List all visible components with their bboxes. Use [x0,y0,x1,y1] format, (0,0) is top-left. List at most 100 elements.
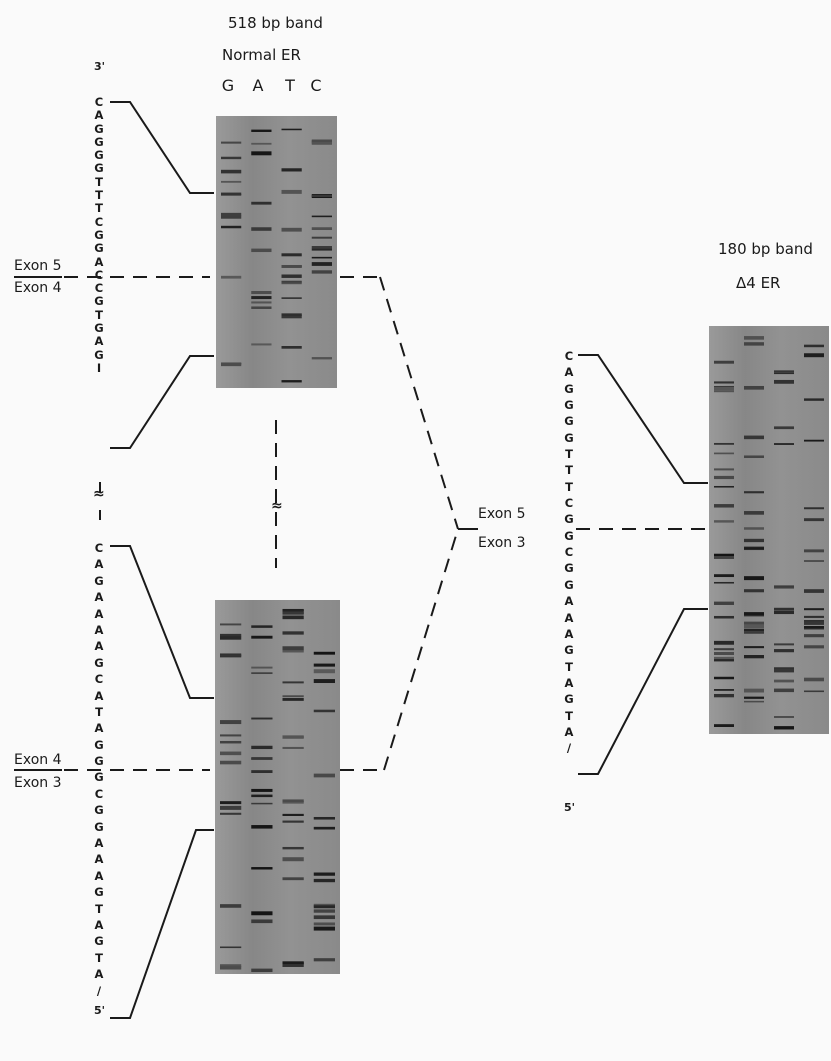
gel-band [220,734,242,737]
gel-band [221,192,242,196]
gel-band [311,139,332,142]
gel-band [804,589,824,593]
gel-band [220,801,242,805]
gel-band [282,611,304,615]
gel-band [313,905,335,909]
gel-band [313,826,335,830]
gel-band [282,820,304,823]
gel-band [282,799,304,803]
left-lower-base: A [94,688,104,703]
left-break-symbol: ≈ [93,486,105,502]
left-upper-base: A [94,108,104,123]
right-base: G [564,692,574,707]
gel-band [714,615,734,619]
gel-band [311,246,332,249]
left-upper-base: T [95,307,103,322]
upper-top-bracket [110,101,214,194]
gel-band [220,720,242,725]
gel-band [221,180,242,183]
gel-band [714,574,734,578]
upper-bottom-bracket [110,355,214,449]
right-base: C [564,545,574,560]
gel-band [744,491,764,494]
gel-band [282,963,304,967]
gel-band [251,201,272,205]
left-upper-base: T [95,174,103,189]
gel-band [804,344,824,348]
gel-band [313,709,335,713]
gel-band [744,628,764,632]
left-lower-base: G [94,819,104,834]
gel-band [714,390,734,393]
gel-band [282,698,304,701]
gel-band [282,857,304,862]
left-lower-base: A [94,967,104,982]
left-lower-base: G [94,803,104,818]
gel-band [281,264,302,268]
gel-band [282,961,304,965]
gel-bands-delta4 [714,336,824,730]
right-base: G [564,414,574,429]
left-lower-base: A [94,606,104,621]
gel-band [221,141,242,144]
gel-band [804,677,824,682]
left-subtitle: Normal ER [222,46,301,64]
gel-band [744,511,764,515]
gel-band [804,439,824,442]
gel-band [251,625,273,628]
gel-band [251,306,272,309]
junction-exon5-label: Exon 5 [14,258,62,274]
gel-band [221,156,242,160]
gel-band [251,867,273,870]
gel-band [804,549,824,553]
right-bottom-bracket [578,608,708,775]
left-upper-base: C [94,267,104,282]
gel-normal-upper [216,116,337,388]
gel-band [282,813,304,816]
left-lower-base: A [94,852,104,867]
gel-band [220,633,242,637]
gel-band [714,553,734,557]
gel-band [804,518,824,522]
gel-band [311,357,332,360]
left-upper-base: C [94,281,104,296]
gel-band [251,758,273,760]
right-base: T [565,708,573,723]
left-lower-base: G [94,754,104,769]
gel-band [281,227,302,232]
gel-band [281,346,302,349]
gel-band [744,576,764,581]
gel-band [804,621,824,625]
left-lower-base: G [94,934,104,949]
right-5prime-label: 5' [564,801,576,814]
gel-band [313,773,335,778]
gel-band [744,342,764,346]
gel-band [251,666,273,669]
left-lane-c: C [310,76,322,95]
right-junction-exon5-label: Exon 5 [478,506,526,522]
right-top-bracket [578,354,708,484]
right-base: G [564,381,574,396]
gel-bands-upper [221,128,332,383]
gel-band [744,435,764,440]
gel-band [804,690,824,693]
gel-band [714,651,734,656]
gel-band [251,290,272,295]
left-lane-a: A [252,76,264,95]
gel-band [313,915,335,920]
gel-band [251,227,272,231]
left-lower-base: G [94,885,104,900]
left-lower-base: A [94,557,104,572]
gel-band [313,816,335,820]
gel-band [311,270,332,274]
gel-band [313,926,335,931]
gel-band [313,922,335,926]
gel-band [744,547,764,550]
gel-band [804,353,824,358]
junction-exon4-lower-label: Exon 4 [14,752,62,768]
right-base: G [564,643,574,658]
gel-band [744,631,764,634]
gel-band [744,624,764,629]
left-lower-base: T [95,704,103,719]
